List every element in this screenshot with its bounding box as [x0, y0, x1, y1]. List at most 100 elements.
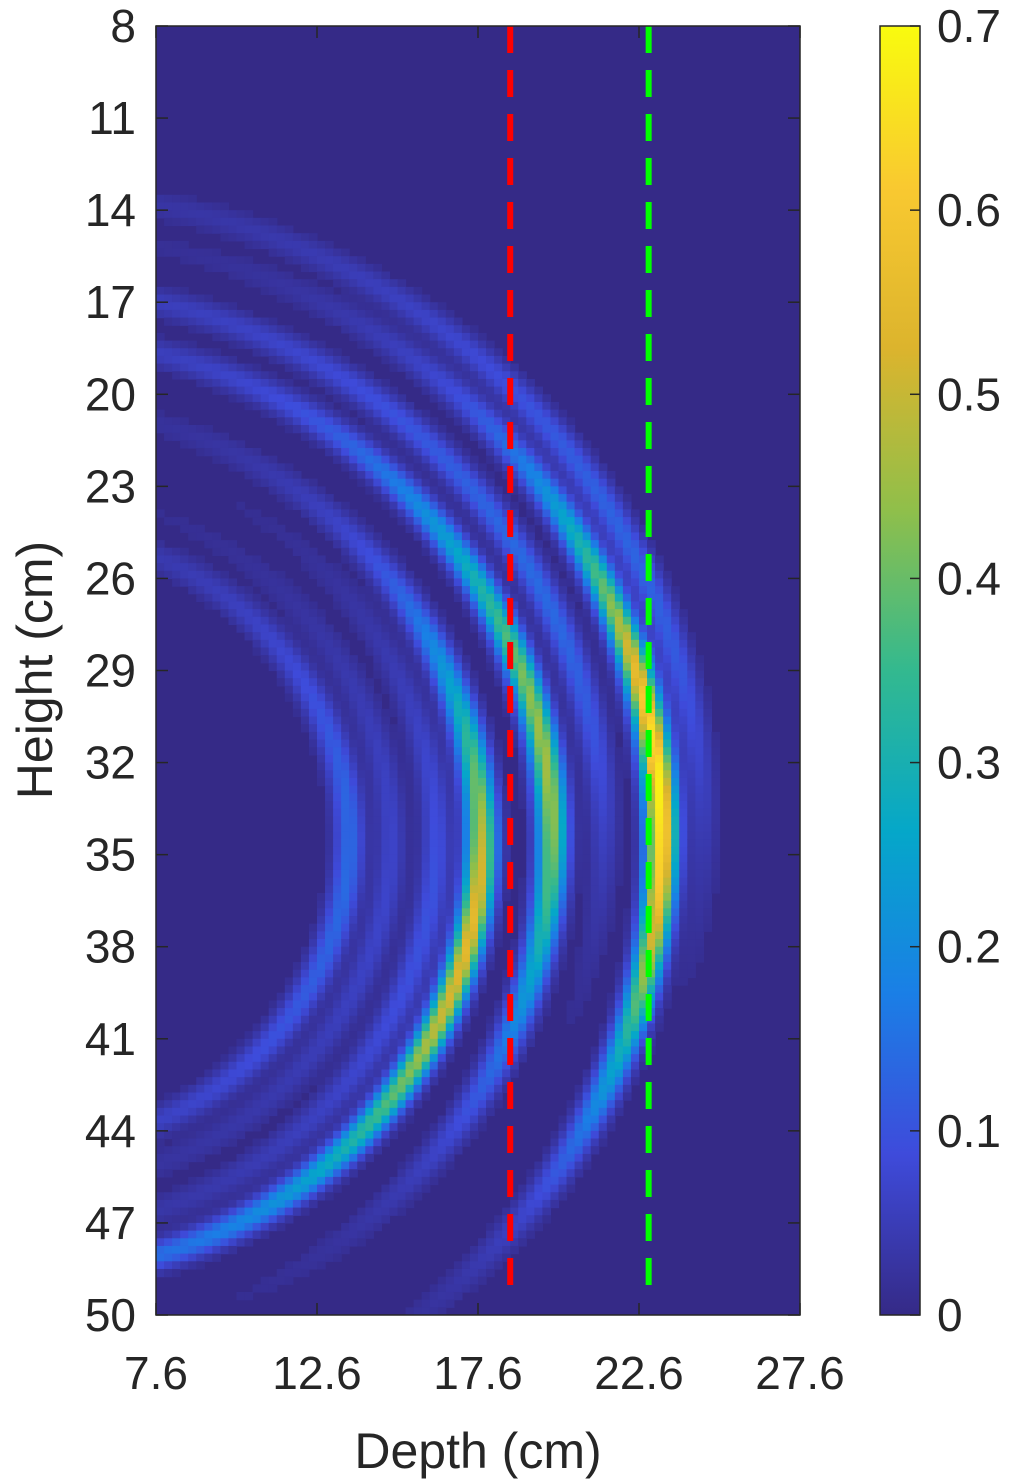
heatmap-cell [542, 831, 552, 840]
heatmap-cell [494, 739, 503, 748]
heatmap-cell [437, 916, 447, 925]
heatmap-cell [453, 386, 463, 395]
heatmap-cell [445, 1284, 455, 1293]
heatmap-cell [421, 332, 431, 342]
heatmap-cell [204, 302, 213, 311]
heatmap-cell [445, 440, 455, 449]
heatmap-cell [413, 1146, 423, 1155]
heatmap-cell [437, 716, 447, 725]
heatmap-cell [534, 846, 543, 856]
heatmap-cell [220, 1245, 230, 1255]
heatmap-cell [292, 601, 302, 610]
heatmap-cell [381, 946, 391, 955]
heatmap-cell [212, 1130, 221, 1140]
heatmap-cell [260, 455, 270, 464]
heatmap-cell [574, 524, 584, 533]
heatmap-cell [494, 923, 503, 932]
heatmap-cell [397, 279, 407, 288]
heatmap-cell [590, 593, 600, 603]
heatmap-cell [518, 463, 527, 472]
heatmap-cell [453, 325, 463, 334]
heatmap-cell [461, 985, 471, 994]
heatmap-cell [566, 463, 576, 472]
heatmap-cell [478, 632, 487, 641]
heatmap-cell [276, 655, 286, 664]
heatmap-cell [333, 1107, 342, 1117]
heatmap-cell [469, 463, 479, 472]
heatmap-cell [526, 524, 535, 533]
heatmap-cell [558, 662, 568, 672]
heatmap-cell [333, 662, 342, 672]
heatmap-cell [349, 524, 358, 533]
heatmap-cell [469, 1100, 479, 1109]
heatmap-cell [421, 846, 431, 856]
heatmap-cell [510, 969, 519, 978]
heatmap-cell [478, 846, 487, 856]
heatmap-cell [397, 916, 407, 925]
heatmap-cell [437, 532, 447, 541]
heatmap-cell [566, 816, 576, 825]
heatmap-cell [180, 555, 189, 564]
heatmap-cell [582, 962, 592, 971]
heatmap-cell [357, 1008, 366, 1017]
heatmap-cell [260, 1031, 270, 1040]
heatmap-cell [590, 532, 600, 541]
heatmap-cell [542, 923, 552, 932]
heatmap-cell [510, 1199, 519, 1209]
heatmap-cell [429, 555, 439, 564]
heatmap-cell [357, 916, 366, 925]
heatmap-cell [413, 486, 423, 495]
heatmap-cell [260, 279, 270, 288]
heatmap-cell [204, 1215, 213, 1224]
heatmap-cell [284, 1169, 294, 1178]
heatmap-cell [156, 340, 165, 349]
heatmap-cell [534, 916, 543, 925]
heatmap-cell [308, 1153, 318, 1163]
heatmap-cell [196, 225, 205, 234]
heatmap-cell [357, 332, 366, 342]
heatmap-cell [333, 931, 342, 940]
heatmap-cell [308, 401, 318, 411]
heatmap-cell [188, 578, 197, 587]
heatmap-cell [518, 1184, 527, 1193]
heatmap-cell [204, 578, 213, 587]
heatmap-cell [510, 1054, 519, 1063]
heatmap-cell [461, 1084, 471, 1094]
heatmap-cell [156, 1268, 165, 1278]
heatmap-cell [582, 1092, 592, 1101]
heatmap-cell [437, 931, 447, 940]
heatmap-cell [389, 1084, 399, 1094]
heatmap-cell [357, 1207, 366, 1216]
heatmap-cell [357, 785, 366, 794]
heatmap-cell [260, 517, 270, 526]
heatmap-cell [317, 962, 326, 971]
heatmap-cell [333, 601, 342, 610]
heatmap-cell [542, 563, 552, 572]
heatmap-cell [236, 233, 246, 242]
heatmap-cell [461, 424, 471, 434]
heatmap-cell [220, 586, 230, 595]
heatmap-cell [228, 1199, 238, 1209]
heatmap-cell [558, 846, 568, 856]
heatmap-cell [469, 793, 479, 802]
heatmap-cell [413, 286, 423, 296]
heatmap-cell [325, 770, 334, 779]
heatmap-cell [574, 985, 584, 994]
heatmap-cell [558, 532, 568, 541]
heatmap-cell [397, 731, 407, 741]
heatmap-cell [389, 1069, 399, 1078]
heatmap-cell [405, 1307, 415, 1315]
heatmap-cell [317, 647, 326, 656]
heatmap-cell [308, 731, 318, 741]
heatmap-cell [220, 1115, 230, 1124]
heatmap-cell [413, 494, 423, 503]
heatmap-cell [236, 624, 246, 633]
heatmap-cell [542, 762, 552, 771]
heatmap-cell [397, 616, 407, 626]
heatmap-cell [300, 655, 310, 664]
heatmap-cell [606, 724, 616, 733]
heatmap-cell [582, 1123, 592, 1132]
heatmap-cell [598, 762, 608, 771]
heatmap-cell [292, 685, 302, 695]
heatmap-cell [550, 609, 560, 618]
